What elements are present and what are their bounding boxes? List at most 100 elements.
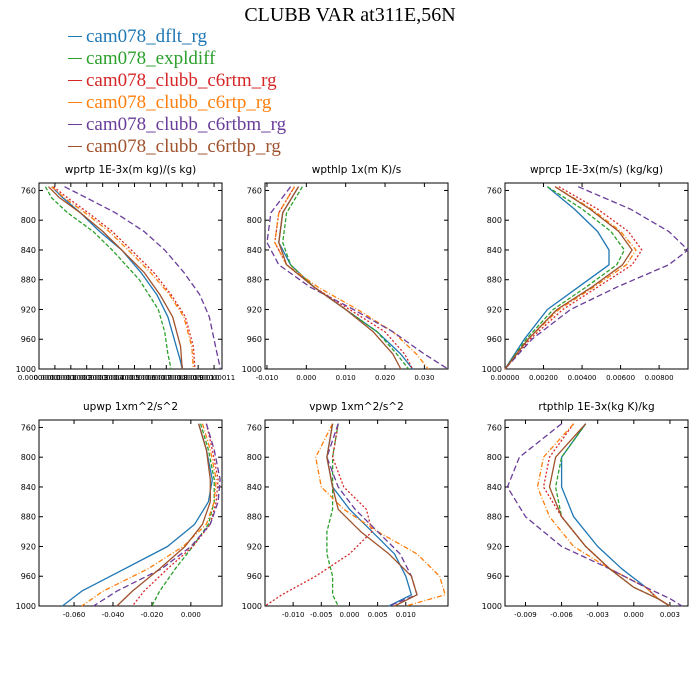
x-tick-label: 0.000: [339, 611, 359, 619]
x-tick-label: 0.010: [396, 611, 416, 619]
series-line: [93, 423, 221, 607]
series-line: [62, 423, 213, 607]
series-line: [536, 423, 671, 607]
series-line: [44, 186, 172, 370]
legend-label: cam078_clubb_c6rtbm_rg: [86, 114, 287, 135]
x-tick-label: 0.00600: [606, 374, 635, 382]
series-line: [274, 186, 414, 370]
x-tick-label: 0.00000008: [145, 374, 187, 382]
y-tick-label: 960: [487, 335, 502, 344]
series-line: [504, 186, 633, 370]
y-tick-label: 880: [247, 276, 262, 285]
x-tick-label: 0.010: [336, 374, 356, 382]
x-tick-label: -0.006: [550, 611, 573, 619]
y-tick-label: 880: [487, 513, 502, 522]
plot-frame: [264, 419, 449, 607]
y-tick-label: 880: [21, 276, 36, 285]
legend-item: cam078_expldiff: [68, 48, 286, 70]
legend-item: cam078_clubb_c6rtp_rg: [68, 92, 286, 114]
series-line: [282, 186, 410, 370]
x-tick-label: 0.00000009: [161, 374, 203, 382]
y-tick-label: 800: [487, 216, 502, 225]
series-line: [560, 423, 671, 607]
y-tick-label: 1000: [482, 365, 502, 374]
x-tick-label: -0.009: [514, 611, 537, 619]
chart-title: wprcp 1E-3x(m/s) (kg/kg): [530, 164, 663, 176]
y-tick-label: 840: [21, 483, 36, 492]
x-tick-label: -0.005: [310, 611, 333, 619]
plot-frame: [504, 419, 689, 607]
series-line: [548, 423, 671, 607]
y-tick-label: 800: [487, 453, 502, 462]
y-tick-label: 760: [21, 186, 36, 195]
legend-line-icon: [68, 36, 82, 38]
x-tick-label: 0.00000007: [129, 374, 171, 382]
legend-line-icon: [68, 80, 82, 82]
y-tick-label: 920: [247, 542, 262, 551]
y-tick-label: 1000: [16, 365, 36, 374]
series-line: [52, 186, 196, 370]
y-tick-label: 800: [247, 216, 262, 225]
y-tick-label: 760: [247, 423, 262, 432]
x-tick-label: 0.020: [375, 374, 395, 382]
legend-label: cam078_clubb_c6rtp_rg: [86, 92, 272, 113]
y-tick-label: 920: [21, 305, 36, 314]
y-tick-label: 1000: [482, 602, 502, 611]
x-tick-label: 0.00000006: [113, 374, 156, 382]
series-line: [51, 186, 183, 370]
x-tick-label: 0.00000011: [193, 374, 235, 382]
y-tick-label: 960: [21, 335, 36, 344]
series-line: [278, 186, 402, 370]
y-tick-label: 840: [487, 483, 502, 492]
x-tick-label: 0.00800: [645, 374, 674, 382]
series-line: [48, 186, 183, 370]
y-tick-label: 960: [247, 572, 262, 581]
legend-item: cam078_dflt_rg: [68, 26, 286, 48]
x-tick-label: -0.020: [141, 611, 164, 619]
y-tick-label: 920: [487, 542, 502, 551]
y-tick-label: 760: [487, 186, 502, 195]
series-line: [504, 186, 637, 370]
x-tick-label: 0.000: [296, 374, 316, 382]
y-tick-label: 760: [247, 186, 262, 195]
y-tick-label: 800: [21, 216, 36, 225]
y-tick-label: 880: [21, 513, 36, 522]
x-tick-label: 0.000: [624, 611, 644, 619]
y-tick-label: 960: [247, 335, 262, 344]
y-tick-label: 840: [487, 246, 502, 255]
legend-item: cam078_clubb_c6rtbp_rg: [68, 136, 286, 158]
series-line: [274, 186, 429, 370]
series-line: [266, 186, 449, 370]
chart-title: vpwp 1xm^2/s^2: [309, 401, 404, 413]
x-tick-label: -0.003: [586, 611, 609, 619]
legend-line-icon: [68, 58, 82, 60]
y-tick-label: 960: [487, 572, 502, 581]
series-line: [116, 423, 211, 607]
series-line: [64, 186, 222, 370]
x-tick-label: 0.00000004: [81, 374, 124, 382]
legend-line-icon: [68, 146, 82, 148]
x-tick-label: 0.00000: [491, 374, 520, 382]
chart-title: upwp 1xm^2/s^2: [83, 401, 178, 413]
chart-title: wprtp 1E-3x(m kg)/(s kg): [65, 164, 196, 176]
chart-title: wpthlp 1x(m K)/s: [312, 164, 402, 176]
legend-label: cam078_expldiff: [86, 48, 216, 69]
plot-frame: [38, 182, 223, 370]
y-tick-label: 840: [21, 246, 36, 255]
x-tick-label: 0.000: [181, 611, 201, 619]
legend-item: cam078_clubb_c6rtbm_rg: [68, 114, 286, 136]
y-tick-label: 1000: [16, 602, 36, 611]
y-tick-label: 920: [487, 305, 502, 314]
y-tick-label: 800: [21, 453, 36, 462]
x-tick-label: 0.030: [414, 374, 434, 382]
x-tick-label: 0.00000000: [18, 374, 60, 382]
y-tick-label: 1000: [242, 602, 262, 611]
y-tick-label: 840: [247, 483, 262, 492]
chart-title: rtpthlp 1E-3x(kg K)/kg: [538, 401, 654, 413]
series-line: [506, 423, 683, 607]
y-tick-label: 960: [21, 572, 36, 581]
series-line: [131, 423, 219, 607]
y-tick-label: 920: [21, 542, 36, 551]
legend-line-icon: [68, 124, 82, 126]
legend-label: cam078_dflt_rg: [86, 26, 208, 47]
